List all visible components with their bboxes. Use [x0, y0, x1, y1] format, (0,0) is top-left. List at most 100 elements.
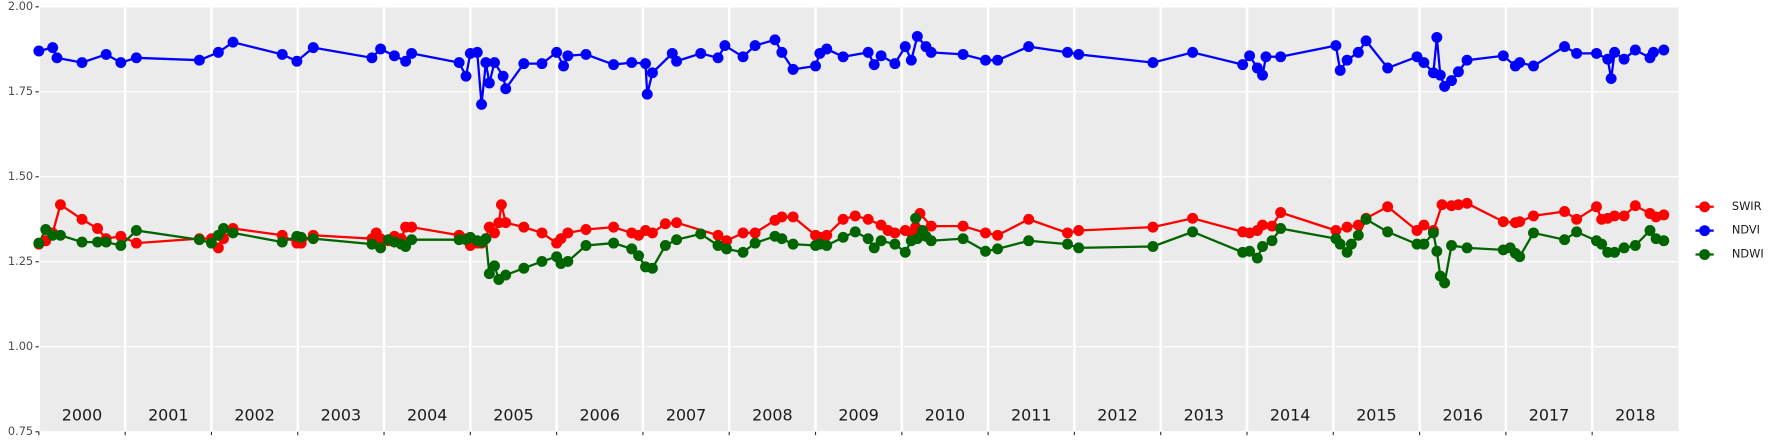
data-point — [115, 57, 127, 69]
data-point — [868, 242, 880, 254]
data-point — [1352, 229, 1364, 241]
data-point — [1434, 69, 1446, 81]
data-point — [910, 212, 922, 224]
legend-key-point — [1699, 249, 1711, 260]
data-point — [889, 58, 901, 70]
data-point — [33, 237, 45, 249]
data-point — [518, 58, 530, 70]
data-point — [1514, 251, 1526, 263]
data-point — [659, 240, 671, 251]
x-tick-label: 2012 — [1097, 405, 1137, 424]
data-point — [47, 42, 59, 54]
data-point — [1559, 234, 1571, 246]
data-point — [980, 54, 991, 66]
data-point — [388, 50, 400, 62]
data-point — [1658, 44, 1670, 56]
data-point — [406, 221, 418, 233]
data-point — [580, 224, 592, 235]
data-point — [721, 235, 733, 247]
data-point — [980, 245, 991, 257]
data-point — [862, 233, 874, 245]
data-point — [641, 88, 653, 100]
data-point — [1559, 206, 1571, 217]
data-point — [1147, 241, 1159, 252]
data-point — [558, 60, 569, 72]
data-point — [130, 52, 142, 64]
data-point — [1341, 221, 1353, 233]
data-point — [1618, 242, 1630, 254]
data-point — [307, 42, 319, 54]
data-point — [1382, 62, 1394, 74]
data-point — [1644, 225, 1656, 236]
data-point — [115, 230, 127, 242]
data-point — [695, 47, 707, 59]
data-point — [562, 227, 574, 239]
data-point — [1528, 210, 1539, 222]
data-point — [400, 55, 412, 67]
data-point — [749, 237, 761, 249]
data-point — [889, 238, 901, 250]
data-point — [518, 262, 530, 274]
x-tick-label: 2003 — [321, 405, 361, 424]
data-point — [875, 235, 887, 247]
data-point — [536, 227, 548, 239]
data-point — [193, 54, 205, 66]
data-point — [1431, 245, 1443, 257]
data-point — [580, 240, 592, 251]
legend-key-point — [1699, 225, 1711, 237]
data-point — [1345, 238, 1357, 250]
data-point — [608, 237, 620, 249]
series-points — [33, 30, 1670, 289]
x-tick-label: 2011 — [1011, 405, 1051, 424]
x-tick-label: 2015 — [1356, 405, 1396, 424]
data-point — [992, 229, 1004, 241]
data-point — [580, 48, 592, 60]
data-point — [1330, 40, 1342, 52]
data-point — [1352, 46, 1364, 58]
data-point — [1073, 48, 1085, 60]
data-point — [992, 54, 1004, 66]
data-point — [1341, 54, 1353, 66]
data-point — [500, 83, 512, 95]
data-point — [76, 213, 88, 225]
data-point — [776, 211, 788, 223]
data-point — [1497, 50, 1509, 62]
data-point — [992, 243, 1004, 255]
data-point — [1452, 199, 1464, 211]
data-point — [1147, 57, 1159, 69]
data-point — [737, 51, 749, 63]
data-point — [1591, 201, 1602, 213]
data-point — [1609, 46, 1621, 58]
data-point — [868, 59, 880, 71]
y-tick-label: 1.25 — [8, 254, 33, 268]
data-point — [460, 70, 472, 82]
data-point — [500, 217, 512, 229]
data-point — [626, 57, 638, 69]
data-point — [671, 234, 683, 246]
data-point — [1260, 51, 1272, 63]
data-point — [1461, 54, 1473, 66]
data-point — [749, 227, 761, 239]
data-point — [626, 243, 638, 255]
data-point — [1452, 66, 1464, 78]
x-tick-label: 2004 — [407, 405, 447, 424]
data-point — [721, 243, 733, 255]
data-point — [911, 233, 923, 245]
data-point — [489, 260, 500, 272]
data-point — [1629, 200, 1641, 212]
data-point — [737, 246, 749, 258]
x-tick-label: 2017 — [1529, 405, 1569, 424]
data-point — [1461, 242, 1473, 254]
data-point — [276, 236, 288, 248]
y-tick-label: 1.00 — [8, 339, 33, 353]
y-tick-label: 1.50 — [8, 169, 33, 183]
legend-key-point — [1699, 201, 1711, 213]
data-point — [899, 246, 911, 258]
data-point — [905, 54, 917, 66]
data-point — [1418, 57, 1430, 69]
data-point — [1330, 225, 1342, 236]
data-point — [480, 57, 492, 69]
data-point — [925, 235, 937, 247]
data-point — [1023, 235, 1035, 247]
